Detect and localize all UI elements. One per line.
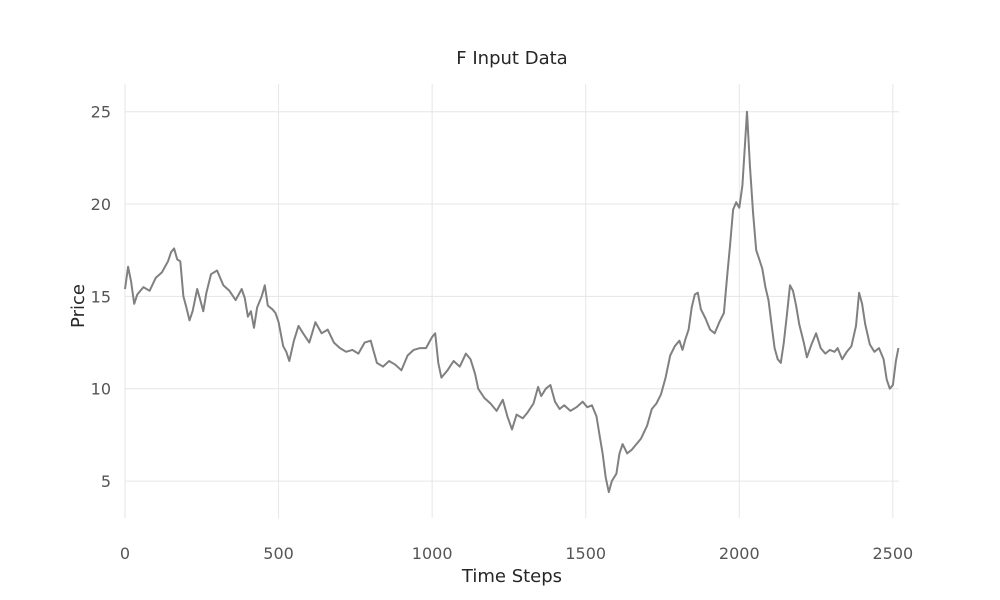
- series-line-price: [124, 110, 900, 494]
- x-tick-label: 0: [120, 544, 130, 563]
- grid-lines: [124, 84, 899, 518]
- y-tick-label: 15: [91, 287, 111, 306]
- tick-labels: 0 500 1000 1500 2000 2500 5 10 15 20 25: [91, 103, 914, 563]
- x-axis-label: Time Steps: [461, 566, 562, 587]
- y-tick-label: 10: [91, 380, 111, 399]
- y-tick-label: 25: [91, 103, 111, 122]
- y-tick-label: 5: [101, 472, 111, 491]
- y-axis-label: Price: [68, 284, 89, 328]
- x-tick-label: 500: [263, 544, 294, 563]
- y-tick-label: 20: [91, 195, 111, 214]
- x-tick-label: 1000: [412, 544, 453, 563]
- chart-title: F Input Data: [456, 48, 567, 69]
- x-tick-label: 2500: [872, 544, 913, 563]
- x-tick-label: 1500: [565, 544, 606, 563]
- x-tick-label: 2000: [719, 544, 760, 563]
